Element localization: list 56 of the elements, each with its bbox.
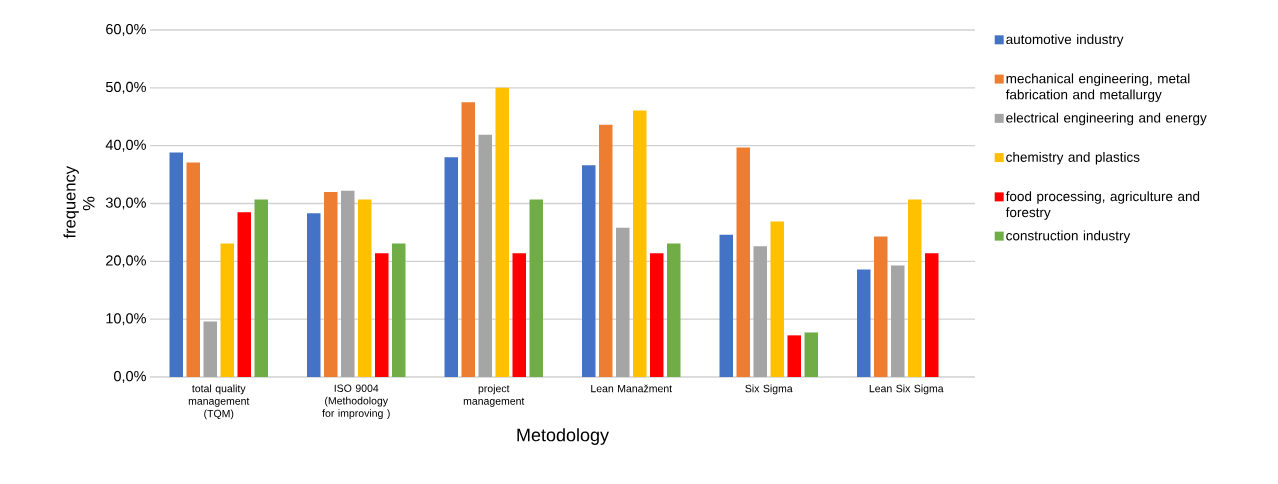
bar (324, 191, 338, 377)
bar (169, 152, 183, 377)
bar (478, 134, 492, 377)
y-tick-label: 50,0% (105, 81, 146, 94)
bar (633, 110, 647, 377)
bar (599, 124, 613, 377)
x-axis-title: Metodology (517, 428, 609, 445)
x-tick-label: Six Sigma (745, 384, 793, 395)
legend-label: food processing, agriculture and forestry (1005, 191, 1200, 220)
y-tick-label: 40,0% (105, 139, 146, 152)
bar (719, 234, 733, 377)
bar (186, 162, 200, 377)
bar (874, 236, 888, 377)
bar (787, 335, 801, 377)
bar (254, 199, 268, 377)
bar (392, 243, 406, 377)
bar (341, 190, 355, 377)
y-tick-label: 30,0% (105, 197, 146, 210)
y-tick-label: 60,0% (106, 24, 146, 36)
bar (908, 199, 922, 377)
bar (512, 253, 526, 377)
bar (770, 221, 784, 377)
bar (203, 321, 217, 377)
x-tick-label: project management (463, 384, 525, 407)
legend-label: construction industry (1006, 230, 1131, 244)
bar (461, 102, 475, 377)
legend-label: chemistry and plastics (1006, 151, 1140, 165)
bar (237, 212, 251, 377)
bar (444, 157, 458, 377)
bar (358, 199, 372, 377)
legend-label: electrical engineering and energy (1006, 112, 1207, 126)
bar (375, 253, 389, 377)
bar (650, 253, 664, 377)
legend-label: mechanical engineering, metal fabrication and metallurgy (1005, 73, 1190, 103)
y-tick-label: 0,0% (113, 371, 146, 383)
bar (857, 269, 871, 377)
x-tick-label: Lean Manažment (591, 384, 673, 393)
bar (667, 243, 681, 377)
bar (307, 213, 321, 377)
bar (736, 147, 750, 377)
legend-label: automotive industry (1006, 34, 1124, 47)
x-tick-label: total quality management (TQM) (188, 384, 250, 420)
bar (495, 87, 509, 377)
bar (529, 199, 543, 377)
bar (925, 253, 939, 377)
bar (220, 243, 234, 377)
bar (804, 332, 818, 377)
bar (582, 165, 596, 377)
y-axis-title: frequency % (63, 166, 95, 239)
bar (616, 227, 630, 377)
y-tick-label: 10,0% (106, 313, 146, 326)
bar (891, 265, 905, 377)
x-tick-label: ISO 9004 (Methodology for improving ) (322, 384, 390, 420)
bar (753, 246, 767, 377)
y-tick-label: 20,0% (106, 255, 146, 268)
x-tick-label: Lean Six Sigma (869, 384, 944, 395)
